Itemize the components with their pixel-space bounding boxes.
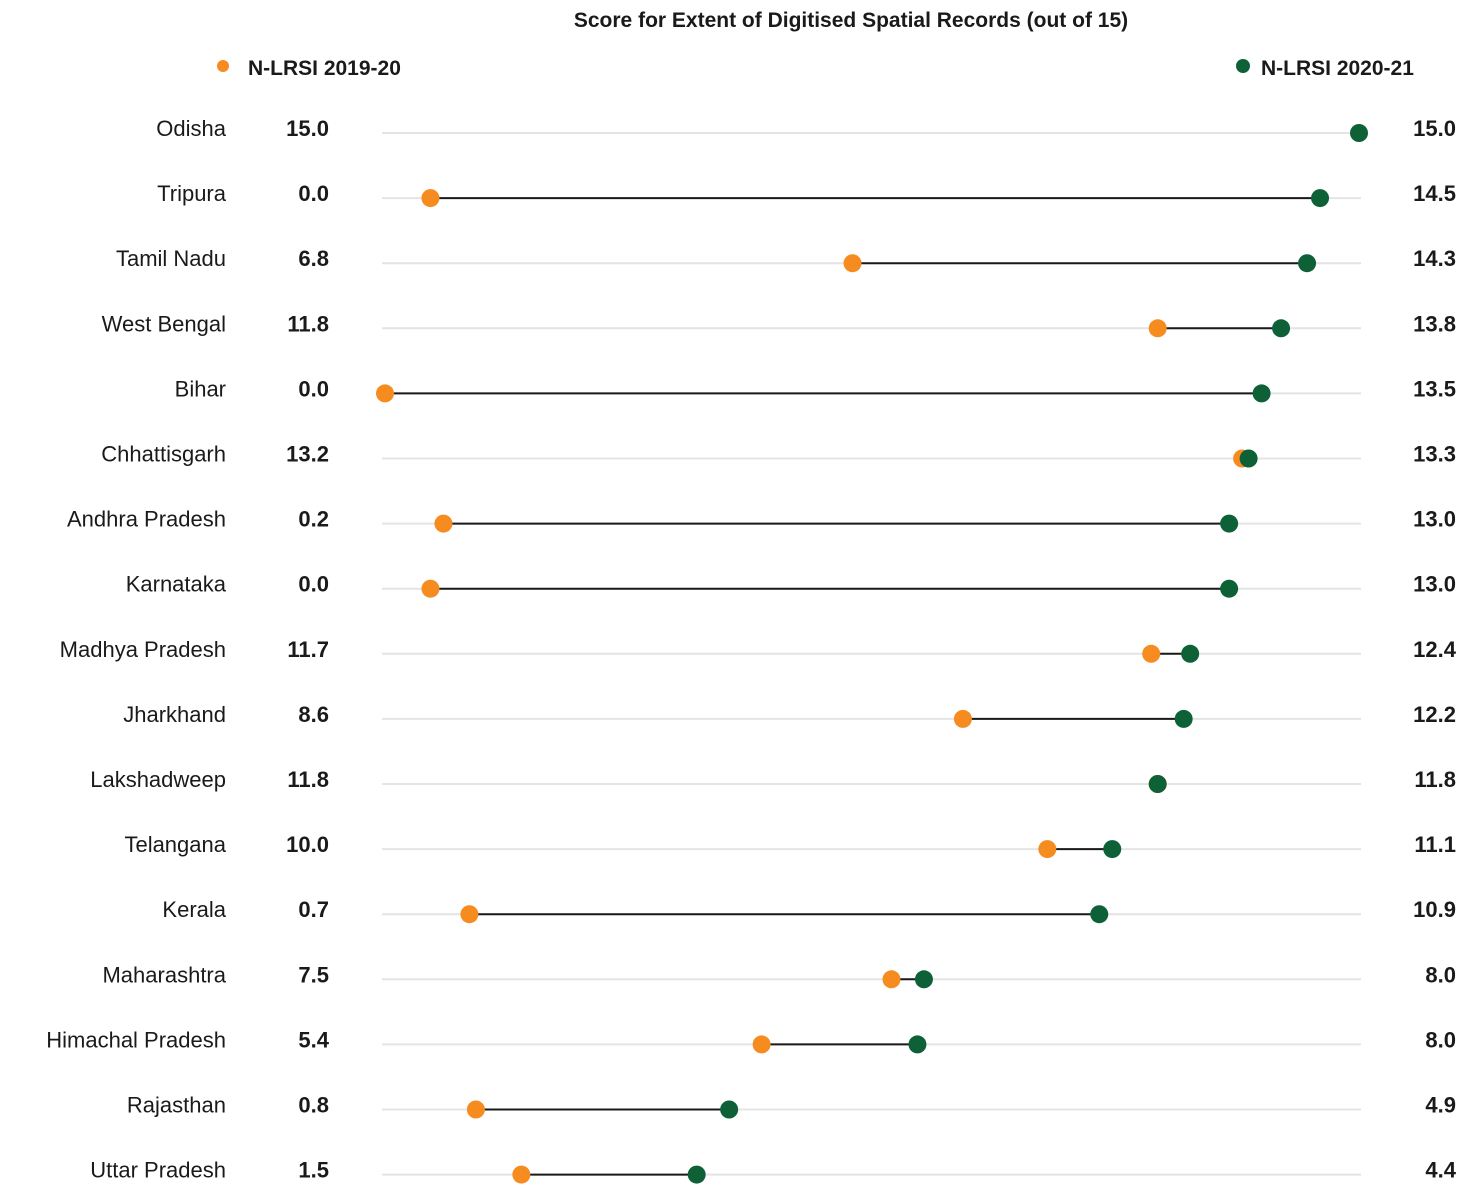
state-label-kerala: Kerala: [162, 897, 226, 922]
value-2020-odisha: 15.0: [1413, 116, 1456, 141]
point-2020-himachal-pradesh: [908, 1035, 927, 1054]
value-2019-himachal-pradesh: 5.4: [298, 1027, 329, 1052]
value-2020-himachal-pradesh: 8.0: [1425, 1027, 1456, 1052]
plot-area: Odisha 15.0 15.0 Tripura 0.0 14.5 Tamil Nadu 6.…: [46, 116, 1457, 1184]
value-2020-kerala: 10.9: [1413, 897, 1456, 922]
point-2020-kerala: [1090, 905, 1109, 924]
state-label-maharashtra: Maharashtra: [102, 962, 226, 987]
point-2020-bihar: [1252, 384, 1271, 403]
value-2019-tripura: 0.0: [298, 181, 329, 206]
point-2020-chhattisgarh: [1239, 449, 1258, 468]
point-2020-jharkhand: [1174, 709, 1193, 728]
point-2019-karnataka: [421, 579, 440, 598]
state-label-lakshadweep: Lakshadweep: [90, 767, 226, 792]
legend-marker-2020: [1236, 59, 1250, 73]
value-2020-jharkhand: 12.2: [1413, 702, 1456, 727]
point-2020-lakshadweep: [1148, 775, 1167, 793]
point-2020-andhra-pradesh: [1220, 514, 1239, 533]
legend-marker-2019: [217, 60, 229, 72]
point-2019-tripura: [421, 189, 440, 208]
point-2019-himachal-pradesh: [752, 1035, 771, 1054]
point-2019-andhra-pradesh: [434, 514, 453, 533]
point-2020-madhya-pradesh: [1181, 644, 1200, 663]
state-label-bihar: Bihar: [175, 376, 226, 401]
chart-title: Score for Extent of Digitised Spatial Re…: [574, 9, 1128, 32]
value-2020-rajasthan: 4.9: [1425, 1093, 1456, 1118]
state-label-tripura: Tripura: [157, 181, 227, 206]
value-2020-lakshadweep: 11.8: [1414, 767, 1456, 792]
value-2020-tripura: 14.5: [1413, 181, 1456, 206]
point-2020-telangana: [1103, 840, 1122, 859]
point-2019-bihar: [376, 384, 394, 403]
value-2019-maharashtra: 7.5: [298, 962, 329, 987]
value-2019-jharkhand: 8.6: [298, 702, 329, 727]
point-2019-maharashtra: [882, 970, 901, 989]
point-2020-uttar-pradesh: [687, 1165, 706, 1184]
value-2019-chhattisgarh: 13.2: [286, 442, 329, 467]
value-2019-rajasthan: 0.8: [298, 1093, 329, 1118]
state-label-rajasthan: Rajasthan: [127, 1093, 226, 1118]
point-2020-west-bengal: [1272, 319, 1291, 338]
point-2020-tripura: [1311, 189, 1330, 208]
value-2019-karnataka: 0.0: [298, 572, 329, 597]
state-label-karnataka: Karnataka: [126, 572, 227, 597]
value-2020-uttar-pradesh: 4.4: [1425, 1158, 1456, 1183]
point-2020-karnataka: [1220, 579, 1239, 598]
point-2019-telangana: [1038, 840, 1057, 859]
value-2020-west-bengal: 13.8: [1413, 311, 1456, 336]
point-2020-maharashtra: [914, 970, 933, 989]
point-2019-kerala: [460, 905, 479, 924]
point-2020-odisha: [1350, 124, 1368, 142]
point-2019-west-bengal: [1148, 319, 1167, 338]
value-2020-bihar: 13.5: [1413, 376, 1456, 401]
point-2020-rajasthan: [720, 1100, 739, 1119]
value-2019-odisha: 15.0: [286, 116, 329, 141]
value-2019-kerala: 0.7: [298, 897, 329, 922]
value-2019-andhra-pradesh: 0.2: [298, 507, 329, 532]
point-2019-tamil-nadu: [843, 254, 862, 273]
point-2020-tamil-nadu: [1298, 254, 1317, 273]
value-2019-uttar-pradesh: 1.5: [298, 1158, 329, 1183]
value-2020-madhya-pradesh: 12.4: [1413, 637, 1457, 662]
state-label-west-bengal: West Bengal: [102, 311, 226, 336]
state-label-jharkhand: Jharkhand: [123, 702, 226, 727]
value-2020-tamil-nadu: 14.3: [1413, 246, 1456, 271]
state-label-odisha: Odisha: [156, 116, 226, 141]
state-label-chhattisgarh: Chhattisgarh: [101, 442, 226, 467]
point-2019-madhya-pradesh: [1142, 644, 1161, 663]
value-2019-madhya-pradesh: 11.7: [287, 637, 329, 662]
value-2019-west-bengal: 11.8: [287, 311, 329, 336]
value-2020-chhattisgarh: 13.3: [1413, 442, 1456, 467]
value-2019-telangana: 10.0: [286, 832, 329, 857]
value-2019-bihar: 0.0: [298, 376, 329, 401]
state-label-telangana: Telangana: [124, 832, 226, 857]
value-2020-maharashtra: 8.0: [1425, 962, 1456, 987]
value-2019-lakshadweep: 11.8: [287, 767, 329, 792]
value-2020-karnataka: 13.0: [1413, 572, 1456, 597]
state-label-uttar-pradesh: Uttar Pradesh: [90, 1158, 226, 1183]
state-label-madhya-pradesh: Madhya Pradesh: [60, 637, 226, 662]
value-2020-telangana: 11.1: [1414, 832, 1456, 857]
value-2019-tamil-nadu: 6.8: [298, 246, 329, 271]
state-label-andhra-pradesh: Andhra Pradesh: [67, 507, 226, 532]
point-2019-uttar-pradesh: [512, 1165, 531, 1184]
point-2019-jharkhand: [953, 709, 972, 728]
legend-label-2019: N-LRSI 2019-20: [248, 57, 401, 80]
legend-label-2020: N-LRSI 2020-21: [1261, 57, 1414, 80]
state-label-himachal-pradesh: Himachal Pradesh: [46, 1027, 226, 1052]
point-2019-rajasthan: [466, 1100, 485, 1119]
legend: N-LRSI 2019-20 N-LRSI 2020-21: [217, 57, 1414, 80]
state-label-tamil-nadu: Tamil Nadu: [116, 246, 226, 271]
value-2020-andhra-pradesh: 13.0: [1413, 507, 1456, 532]
